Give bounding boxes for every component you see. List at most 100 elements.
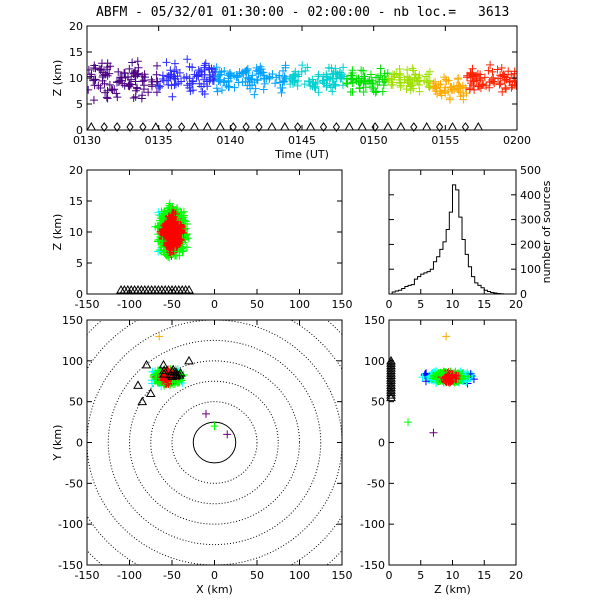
source-point: [102, 93, 111, 102]
source-point: [213, 87, 222, 96]
source-point: [147, 376, 156, 385]
range-ring: [129, 360, 300, 525]
source-point: [369, 78, 378, 87]
source-point: [173, 204, 182, 213]
station-marker: [145, 388, 156, 397]
station-marker: [86, 121, 97, 131]
station-marker: [386, 375, 396, 384]
station-marker: [421, 121, 432, 131]
source-point: [311, 84, 320, 93]
source-point: [371, 88, 380, 97]
x-tick-label: 0: [386, 569, 393, 582]
source-point: [255, 65, 264, 74]
source-point: [139, 76, 148, 85]
source-point: [190, 70, 199, 79]
source-point: [225, 69, 234, 78]
source-point: [279, 76, 288, 85]
source-point: [157, 216, 166, 225]
source-point: [202, 409, 210, 418]
source-point: [486, 60, 495, 69]
source-point: [359, 88, 368, 97]
source-point: [359, 79, 368, 88]
y-tick-label: -150: [58, 559, 83, 572]
x-tick-label: 0135: [145, 134, 173, 147]
source-point: [128, 58, 137, 67]
source-point: [276, 84, 285, 93]
source-point: [468, 64, 477, 73]
source-point: [470, 85, 479, 94]
source-point: [504, 67, 513, 76]
source-point: [331, 81, 340, 90]
source-point: [154, 81, 163, 90]
source-point: [185, 62, 194, 71]
station-marker: [159, 368, 169, 378]
range-ring: [107, 339, 322, 546]
source-point: [278, 77, 287, 86]
station-marker: [447, 121, 458, 131]
source-point: [442, 376, 451, 385]
source-point: [396, 83, 405, 92]
range-ring: [87, 320, 342, 565]
source-point: [224, 74, 233, 83]
source-point: [325, 80, 334, 89]
source-point: [404, 418, 413, 427]
source-point: [422, 72, 431, 81]
source-point: [183, 55, 192, 64]
source-point: [254, 67, 263, 76]
source-point: [250, 90, 259, 99]
source-point: [447, 372, 456, 381]
source-point: [223, 430, 232, 439]
station-marker: [267, 121, 277, 131]
y-tick-label: 15: [69, 46, 83, 59]
source-point: [406, 79, 415, 88]
source-point: [94, 81, 103, 90]
source-point: [87, 70, 96, 79]
source-point: [114, 78, 123, 87]
source-point: [165, 199, 174, 208]
source-point: [330, 80, 339, 89]
x-axis-label: Z (km): [434, 583, 471, 596]
source-point: [133, 57, 142, 66]
y-tick-label: 5: [76, 257, 83, 270]
station-marker: [215, 121, 226, 131]
station-marker: [202, 121, 213, 131]
source-point: [429, 428, 438, 437]
source-point: [103, 86, 112, 95]
y-axis-label: number of sources: [540, 180, 553, 283]
source-point: [408, 64, 417, 73]
y-tick-label: 0: [378, 437, 385, 450]
station-marker: [386, 368, 396, 377]
source-point: [195, 79, 204, 88]
source-point: [308, 75, 317, 84]
source-point: [105, 80, 114, 89]
source-point: [230, 83, 239, 92]
time-height-panel: 0130 0135 0140 0145 0150 0155 0200 0 5 10 15 20 Time…: [51, 20, 531, 161]
source-point: [415, 87, 424, 96]
y-tick-label: 100: [364, 355, 385, 368]
source-point: [376, 71, 385, 80]
x-tick-label: 5: [417, 569, 424, 582]
source-point: [277, 88, 286, 97]
source-point: [237, 69, 246, 78]
source-point: [197, 67, 206, 76]
source-point: [98, 76, 107, 85]
source-point: [328, 87, 337, 96]
station-marker: [184, 284, 194, 294]
source-point: [151, 370, 160, 379]
source-point: [456, 92, 465, 101]
range-ring: [87, 320, 342, 565]
source-point: [268, 69, 277, 78]
station-marker: [386, 358, 396, 367]
source-point: [485, 83, 494, 92]
source-point: [112, 89, 121, 98]
y-tick-label: 100: [62, 355, 83, 368]
source-point: [244, 73, 253, 82]
source-point: [173, 241, 182, 250]
x-tick-label: 5: [417, 298, 424, 311]
x-tick-label: -100: [117, 569, 142, 582]
source-point: [97, 64, 106, 73]
source-point: [170, 251, 179, 260]
source-point: [144, 88, 153, 97]
source-point: [251, 84, 260, 93]
y-tick-label: 10: [69, 72, 83, 85]
